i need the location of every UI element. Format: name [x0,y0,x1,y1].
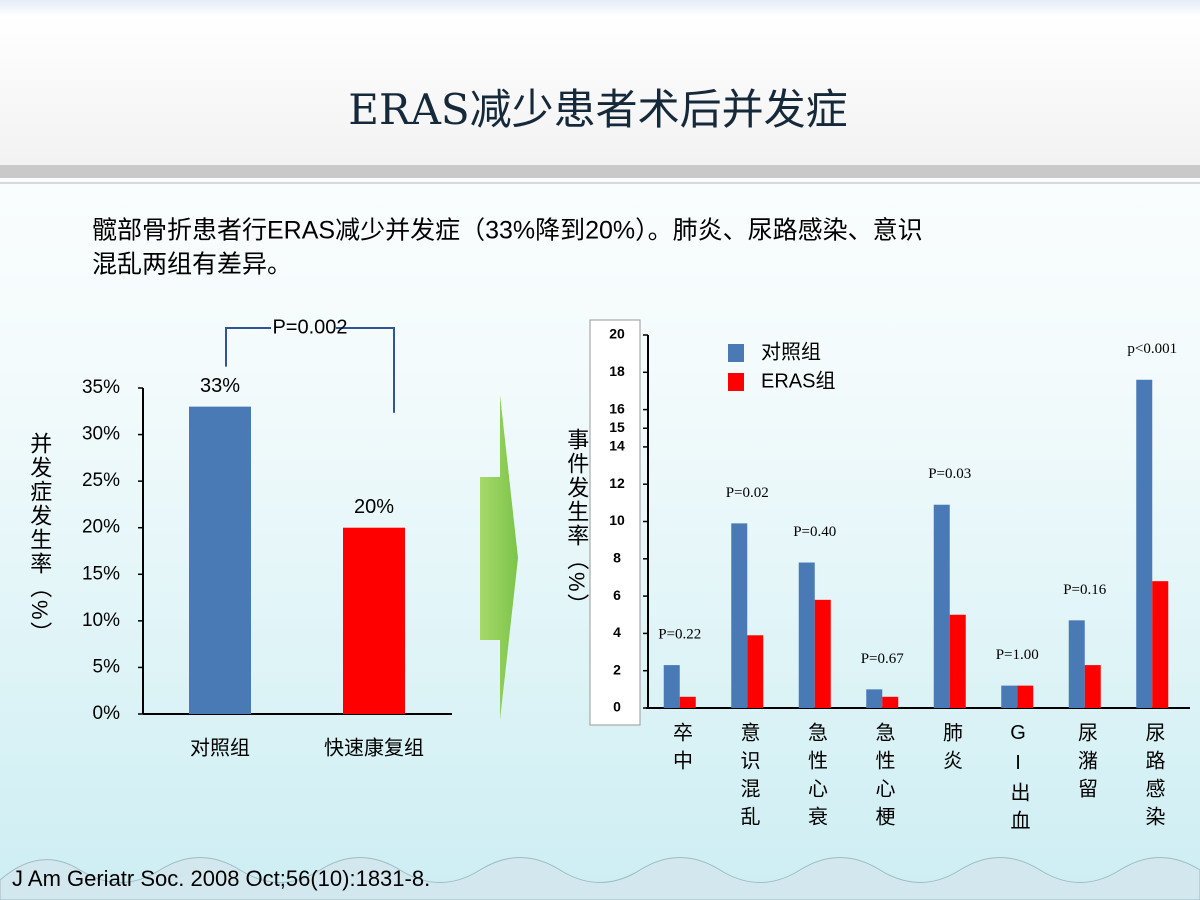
body-line: 髋部骨折患者行ERAS减少并发症（33%降到20%）。肺炎、尿路感染、意识 [92,217,923,245]
p-value: P=0.40 [793,524,836,540]
value-label: 33% [200,375,240,397]
p-value: P=0.02 [726,485,769,501]
bar [747,635,764,708]
y-tick-label: 12 [609,475,625,491]
p-value: P=1.00 [996,647,1039,663]
bar [1084,665,1101,708]
y-tick-label: 15% [82,563,120,584]
x-tick-label: 尿潴留 [1074,722,1097,806]
y-axis-title: 事件发生率（%） [564,428,589,618]
y-tick-label: 5% [93,656,121,677]
p-value: P=0.16 [1063,582,1107,598]
y-tick-label: 6 [613,587,621,603]
citation: J Am Geriatr Soc. 2008 Oct;56(10):1831-8… [12,866,430,891]
bar [189,406,251,714]
bar [814,599,831,708]
bar [1136,379,1153,708]
bar [1068,620,1085,708]
y-tick-label: 20% [82,517,120,538]
bar [343,527,405,714]
x-tick-label: 急性心衰 [804,722,827,834]
body-line: 混乱两组有差异。 [92,251,292,279]
p-value: P=0.22 [658,627,701,643]
legend-swatch [728,373,744,391]
tick-table [589,319,641,726]
wave-decoration [0,857,1200,900]
y-tick-label: 20 [609,326,625,342]
x-tick-label: 尿路感染 [1142,722,1165,834]
x-tick-label: 对照组 [190,736,250,759]
y-tick-label: 15 [609,419,625,435]
header-rule [0,165,1200,178]
bar [866,689,883,708]
bar [798,562,815,708]
bar [933,504,950,708]
bar [679,696,696,708]
x-tick-label: 意识混乱 [737,722,760,834]
slide-title: ERAS减少患者术后并发症 [348,85,847,134]
bar [1152,581,1169,708]
x-tick-label: 快速康复组 [324,736,424,759]
p-value: p<0.001 [1127,341,1177,357]
y-axis-title: 并发症发生率（%） [27,432,52,646]
legend-label: ERAS组 [761,369,835,392]
y-tick-label: 14 [609,438,625,454]
y-tick-label: 35% [82,377,120,398]
bar [882,696,899,708]
y-tick-label: 4 [613,624,621,640]
y-tick-label: 0% [93,703,121,724]
y-tick-label: 10 [609,512,625,528]
x-tick-label: 卒中 [669,722,691,778]
p-value-bracket [225,327,395,413]
legend-label: 对照组 [761,340,821,363]
bar [1017,685,1034,708]
p-value: P=0.03 [928,466,971,482]
x-tick-label: 肺炎 [939,722,962,778]
header-band [0,0,1200,165]
y-tick-label: 16 [609,400,625,416]
y-tick-label: 8 [613,550,621,566]
arrow [480,395,518,720]
y-tick-label: 18 [609,363,625,379]
x-tick-label: 急性心梗 [872,722,895,834]
y-tick-label: 25% [82,470,120,491]
bar [731,523,748,708]
bar [949,614,966,708]
y-tick-label: 2 [613,661,621,677]
value-label: 20% [354,496,394,518]
y-tick-label: 10% [82,610,120,631]
p-value: P=0.67 [861,651,905,667]
bar [1001,685,1018,708]
y-tick-label: 0 [613,699,621,715]
x-tick-label: GI出血 [1007,722,1030,838]
y-tick-label: 30% [82,424,120,445]
p-value: P=0.002 [272,316,347,338]
bar [663,665,680,708]
legend-swatch [728,344,744,362]
